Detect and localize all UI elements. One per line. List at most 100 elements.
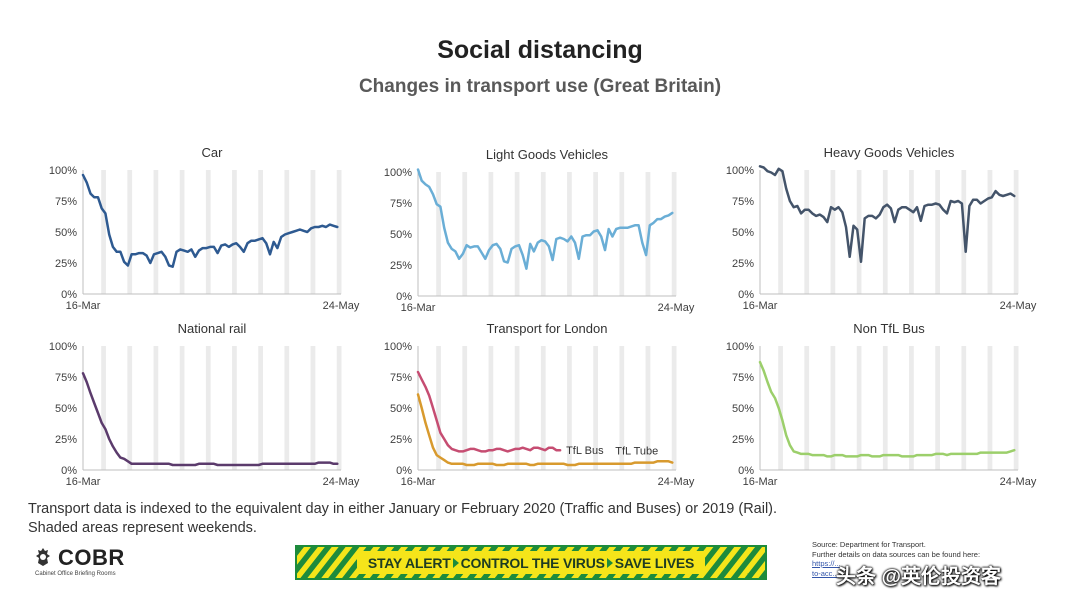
x-tick-label: 16-Mar (66, 476, 101, 488)
chart-title: Light Goods Vehicles (486, 147, 609, 162)
series-line (416, 370, 562, 453)
chart-title: National rail (178, 321, 247, 336)
weekend-shade (101, 170, 106, 294)
y-tick-label: 0% (396, 291, 412, 303)
y-tick-label: 100% (49, 165, 77, 177)
chart-title: Non TfL Bus (853, 321, 925, 336)
series-line (758, 360, 1016, 458)
weekend-shade (179, 346, 185, 470)
weekend-shade (540, 172, 546, 296)
y-tick-label: 75% (732, 372, 754, 384)
weekend-shade (284, 170, 290, 294)
weekend-shade (101, 346, 106, 470)
y-tick-label: 75% (55, 372, 77, 384)
y-tick-label: 75% (732, 196, 754, 208)
weekend-shade (804, 170, 810, 294)
chart-svg: Non TfL Bus 0% 25% 50% 75% 100% 16-Mar 24-May (726, 321, 1037, 488)
y-tick-label: 0% (738, 289, 754, 301)
chart-title: Heavy Goods Vehicles (824, 145, 955, 160)
weekend-shade (935, 346, 940, 470)
weekend-shade (462, 346, 468, 470)
chart-transport-for-london: Transport for London 0% 25% 50% 75% 100% 16-Ma… (370, 318, 700, 493)
series-line (81, 372, 339, 467)
page-title: Social distancing (437, 36, 643, 64)
weekend-shade (882, 170, 888, 294)
cobr-logo-subtitle: Cabinet Office Briefing Rooms (35, 571, 116, 577)
y-tick-label: 75% (55, 196, 77, 208)
weekend-shade (462, 172, 468, 296)
chart-svg: Heavy Goods Vehicles 0% 25% 50% 75% 100% 16-Ma… (726, 145, 1037, 312)
y-tick-label: 100% (726, 165, 754, 177)
series-label: TfL Bus (566, 445, 604, 457)
x-tick-label: 16-Mar (401, 476, 436, 488)
chart-svg: Light Goods Vehicles 0% 25% 50% 75% 100% 16-Ma… (384, 147, 695, 314)
footnote-line-2: Shaded areas represent weekends. (28, 520, 257, 536)
weekend-shade (540, 346, 546, 470)
slogan-control-the-virus: CONTROL THE VIRUS (460, 554, 605, 571)
y-tick-label: 25% (732, 258, 754, 270)
y-tick-label: 0% (738, 465, 754, 477)
weekend-shade (593, 172, 598, 296)
source-note: Source: Department for Transport. Furthe… (812, 540, 980, 578)
series-line (416, 393, 674, 467)
slogan-save-lives: SAVE LIVES (614, 554, 695, 571)
weekend-shade (488, 346, 494, 470)
x-tick-label: 24-May (1000, 300, 1037, 312)
y-tick-label: 25% (732, 434, 754, 446)
weekend-shade (232, 346, 237, 470)
x-tick-label: 24-May (1000, 476, 1037, 488)
source-link-continued[interactable]: to-acc... (812, 568, 839, 578)
y-tick-label: 75% (390, 198, 412, 210)
weekend-shade (258, 170, 263, 294)
chart-non-tfl-bus: Non TfL Bus 0% 25% 50% 75% 100% 16-Mar 24-May (712, 318, 1042, 493)
weekend-shade (778, 346, 783, 470)
weekend-shade (153, 170, 159, 294)
y-tick-label: 50% (732, 227, 754, 239)
chart-svg: National rail 0% 25% 50% 75% 100% 16-Mar 24-May (49, 321, 360, 488)
chart-svg: Car 0% 25% 50% 75% 100% 16-Mar 24-May (49, 145, 360, 312)
y-tick-label: 0% (61, 289, 77, 301)
y-tick-label: 25% (55, 258, 77, 270)
y-tick-label: 25% (390, 434, 412, 446)
chart-title: Car (202, 145, 224, 160)
page-subtitle: Changes in transport use (Great Britain) (358, 76, 722, 97)
weekend-shade (310, 346, 316, 470)
weekend-shade (127, 170, 133, 294)
series-label: TfL Tube (615, 446, 658, 458)
chart-svg: Transport for London 0% 25% 50% 75% 100% 16-Ma… (384, 321, 695, 488)
weekend-shade (1013, 170, 1019, 294)
chart-title: Transport for London (487, 321, 608, 336)
weekend-shade (336, 170, 342, 294)
weekend-shade (671, 346, 677, 470)
y-tick-label: 25% (390, 260, 412, 272)
source-link[interactable]: https://... (812, 559, 841, 568)
weekend-shade (179, 170, 185, 294)
chart-national-rail: National rail 0% 25% 50% 75% 100% 16-Mar 24-May (35, 318, 365, 493)
chart-car: Car 0% 25% 50% 75% 100% 16-Mar 24-May (35, 142, 365, 317)
footnote-line-1: Transport data is indexed to the equival… (28, 501, 778, 517)
weekend-shade (961, 346, 967, 470)
footnote: Transport data is indexed to the equival… (28, 500, 777, 538)
weekend-shade (336, 346, 342, 470)
weekend-shade (909, 346, 914, 470)
source-line-2: Further details on data sources can be f… (812, 549, 981, 559)
y-tick-label: 100% (384, 341, 412, 353)
royal-crest-icon (36, 548, 50, 566)
y-tick-label: 100% (384, 167, 412, 179)
x-tick-label: 16-Mar (401, 302, 436, 314)
x-tick-label: 16-Mar (743, 476, 778, 488)
x-tick-label: 16-Mar (743, 300, 778, 312)
chart-heavy-goods-vehicles: Heavy Goods Vehicles 0% 25% 50% 75% 100% 16-Ma… (712, 142, 1042, 317)
y-tick-label: 50% (390, 229, 412, 241)
y-tick-label: 100% (49, 341, 77, 353)
stay-alert-banner: STAY ALERT CONTROL THE VIRUS SAVE LIVES (295, 545, 767, 580)
weekend-shade (567, 346, 572, 470)
weekend-shade (1013, 346, 1019, 470)
watermark: 头条 @英伦投资客 (836, 566, 1002, 588)
weekend-shade (205, 170, 211, 294)
triangle-arrow-icon (606, 557, 613, 568)
weekend-shade (567, 172, 572, 296)
weekend-shade (153, 346, 159, 470)
weekend-shade (804, 346, 810, 470)
weekend-shade (856, 170, 862, 294)
